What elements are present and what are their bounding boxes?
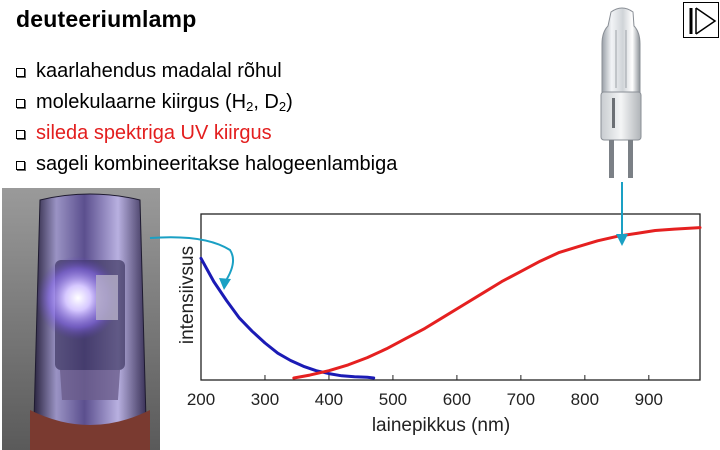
- bullet-text-end: ): [286, 91, 293, 113]
- checkbox-bullet-icon: [16, 161, 25, 170]
- x-tick-label: 600: [443, 390, 471, 409]
- y-axis-label: intensiivsus: [177, 246, 198, 344]
- x-axis-label: lainepikkus (nm): [372, 415, 510, 436]
- back-to-start-icon: [689, 7, 717, 35]
- bullet-item: sileda spektriga UV kiirgus: [16, 118, 397, 149]
- x-tick-label: 400: [315, 390, 343, 409]
- plot-frame: [200, 213, 701, 381]
- bullet-text: kaarlahendus madalal rõhul: [36, 60, 282, 82]
- arrow-line: [149, 236, 235, 283]
- x-tick-label: 900: [635, 390, 663, 409]
- x-tick-label: 800: [571, 390, 599, 409]
- x-axis-ticks: 200 300 400 500 600 700 800 900: [187, 375, 663, 409]
- subscript: 2: [278, 99, 287, 114]
- slide-title: deuteeriumlamp: [16, 6, 197, 32]
- chart-series: [199, 226, 702, 380]
- x-tick-label: 300: [251, 390, 279, 409]
- checkbox-bullet-icon: [16, 99, 25, 108]
- arrow-head: [219, 278, 231, 290]
- x-tick-label: 700: [507, 390, 535, 409]
- plot-border: [200, 213, 701, 381]
- x-tick-label: 200: [187, 390, 215, 409]
- bullet-item: sageli kombineeritakse halogeenlambiga: [16, 149, 397, 180]
- series-line-0: [199, 256, 376, 380]
- bullet-item: kaarlahendus madalal rõhul: [16, 56, 397, 87]
- bullet-list: kaarlahendus madalal rõhul molekulaarne …: [16, 56, 397, 180]
- x-tick-label: 500: [379, 390, 407, 409]
- bullet-item: molekulaarne kiirgus (H2, D2): [16, 87, 397, 118]
- bullet-text: sileda spektriga UV kiirgus: [36, 122, 272, 144]
- arrow-head: [616, 234, 628, 246]
- back-to-start-button[interactable]: [683, 2, 719, 38]
- subscript: 2: [246, 99, 254, 114]
- bullet-text: sageli kombineeritakse halogeenlambiga: [36, 153, 398, 175]
- series-line-1: [292, 226, 702, 380]
- bullet-text: molekulaarne kiirgus (H: [36, 91, 247, 113]
- pointer-arrows: [149, 182, 628, 290]
- checkbox-bullet-icon: [16, 68, 25, 77]
- checkbox-bullet-icon: [16, 130, 25, 139]
- bullet-text-mid: , D: [253, 91, 279, 113]
